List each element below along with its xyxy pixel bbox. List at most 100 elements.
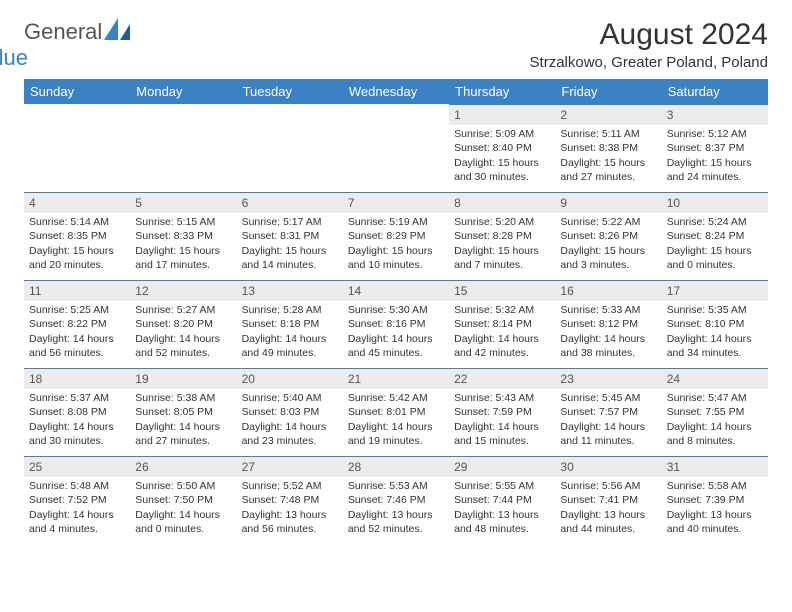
calendar-week: 18Sunrise: 5:37 AMSunset: 8:08 PMDayligh… (24, 368, 768, 456)
daylight-text: Daylight: 14 hours and 0 minutes. (135, 508, 231, 536)
daylight-text: Daylight: 15 hours and 10 minutes. (348, 244, 444, 272)
day-body: Sunrise: 5:17 AMSunset: 8:31 PMDaylight:… (237, 213, 343, 276)
sunset-text: Sunset: 7:57 PM (560, 405, 656, 419)
daylight-text: Daylight: 14 hours and 34 minutes. (667, 332, 763, 360)
day-number: 11 (24, 280, 130, 301)
day-number: 28 (343, 456, 449, 477)
sunrise-text: Sunrise: 5:42 AM (348, 391, 444, 405)
sunset-text: Sunset: 7:50 PM (135, 493, 231, 507)
day-body: Sunrise: 5:25 AMSunset: 8:22 PMDaylight:… (24, 301, 130, 364)
calendar-week: 11Sunrise: 5:25 AMSunset: 8:22 PMDayligh… (24, 280, 768, 368)
calendar-cell: 19Sunrise: 5:38 AMSunset: 8:05 PMDayligh… (130, 368, 236, 456)
sunset-text: Sunset: 8:37 PM (667, 141, 763, 155)
day-number: 29 (449, 456, 555, 477)
day-number: 27 (237, 456, 343, 477)
daylight-text: Daylight: 15 hours and 24 minutes. (667, 156, 763, 184)
calendar-table: Sunday Monday Tuesday Wednesday Thursday… (24, 79, 768, 544)
calendar-cell: 28Sunrise: 5:53 AMSunset: 7:46 PMDayligh… (343, 456, 449, 544)
day-body: Sunrise: 5:14 AMSunset: 8:35 PMDaylight:… (24, 213, 130, 276)
calendar-cell: 13Sunrise: 5:28 AMSunset: 8:18 PMDayligh… (237, 280, 343, 368)
calendar-cell: 29Sunrise: 5:55 AMSunset: 7:44 PMDayligh… (449, 456, 555, 544)
day-number: 25 (24, 456, 130, 477)
sunset-text: Sunset: 8:01 PM (348, 405, 444, 419)
day-body: Sunrise: 5:11 AMSunset: 8:38 PMDaylight:… (555, 125, 661, 188)
day-number: 10 (662, 192, 768, 213)
sunrise-text: Sunrise: 5:47 AM (667, 391, 763, 405)
sunrise-text: Sunrise: 5:30 AM (348, 303, 444, 317)
sunset-text: Sunset: 7:39 PM (667, 493, 763, 507)
sunset-text: Sunset: 7:41 PM (560, 493, 656, 507)
sunset-text: Sunset: 8:14 PM (454, 317, 550, 331)
sunrise-text: Sunrise: 5:12 AM (667, 127, 763, 141)
sunset-text: Sunset: 8:03 PM (242, 405, 338, 419)
day-number: 5 (130, 192, 236, 213)
calendar-cell: 21Sunrise: 5:42 AMSunset: 8:01 PMDayligh… (343, 368, 449, 456)
calendar-week: 4Sunrise: 5:14 AMSunset: 8:35 PMDaylight… (24, 192, 768, 280)
daylight-text: Daylight: 14 hours and 30 minutes. (29, 420, 125, 448)
day-body: Sunrise: 5:38 AMSunset: 8:05 PMDaylight:… (130, 389, 236, 452)
sunset-text: Sunset: 7:46 PM (348, 493, 444, 507)
day-number: 19 (130, 368, 236, 389)
logo-sail-icon (104, 18, 130, 45)
sunset-text: Sunset: 8:29 PM (348, 229, 444, 243)
calendar-cell: 17Sunrise: 5:35 AMSunset: 8:10 PMDayligh… (662, 280, 768, 368)
day-number: 13 (237, 280, 343, 301)
dayname-row: Sunday Monday Tuesday Wednesday Thursday… (24, 79, 768, 104)
calendar-cell (343, 104, 449, 192)
day-number: 1 (449, 104, 555, 125)
day-number: 2 (555, 104, 661, 125)
day-number: 17 (662, 280, 768, 301)
calendar-cell (237, 104, 343, 192)
day-number: 23 (555, 368, 661, 389)
day-number: 14 (343, 280, 449, 301)
sunrise-text: Sunrise: 5:19 AM (348, 215, 444, 229)
sunrise-text: Sunrise: 5:56 AM (560, 479, 656, 493)
day-number: 12 (130, 280, 236, 301)
daylight-text: Daylight: 15 hours and 20 minutes. (29, 244, 125, 272)
sunset-text: Sunset: 8:35 PM (29, 229, 125, 243)
dayname-sat: Saturday (662, 79, 768, 104)
calendar-cell: 30Sunrise: 5:56 AMSunset: 7:41 PMDayligh… (555, 456, 661, 544)
sunrise-text: Sunrise: 5:37 AM (29, 391, 125, 405)
daylight-text: Daylight: 14 hours and 4 minutes. (29, 508, 125, 536)
day-number: 31 (662, 456, 768, 477)
sunrise-text: Sunrise: 5:17 AM (242, 215, 338, 229)
sunset-text: Sunset: 8:28 PM (454, 229, 550, 243)
daylight-text: Daylight: 15 hours and 0 minutes. (667, 244, 763, 272)
daylight-text: Daylight: 15 hours and 17 minutes. (135, 244, 231, 272)
sunset-text: Sunset: 8:38 PM (560, 141, 656, 155)
day-number: 18 (24, 368, 130, 389)
calendar-cell: 31Sunrise: 5:58 AMSunset: 7:39 PMDayligh… (662, 456, 768, 544)
daylight-text: Daylight: 13 hours and 52 minutes. (348, 508, 444, 536)
sunset-text: Sunset: 8:20 PM (135, 317, 231, 331)
title-block: August 2024 Strzalkowo, Greater Poland, … (530, 18, 768, 71)
day-body: Sunrise: 5:37 AMSunset: 8:08 PMDaylight:… (24, 389, 130, 452)
calendar-cell: 14Sunrise: 5:30 AMSunset: 8:16 PMDayligh… (343, 280, 449, 368)
day-number: 7 (343, 192, 449, 213)
daylight-text: Daylight: 14 hours and 27 minutes. (135, 420, 231, 448)
day-body: Sunrise: 5:12 AMSunset: 8:37 PMDaylight:… (662, 125, 768, 188)
sunrise-text: Sunrise: 5:43 AM (454, 391, 550, 405)
sunset-text: Sunset: 8:33 PM (135, 229, 231, 243)
sunrise-text: Sunrise: 5:55 AM (454, 479, 550, 493)
sunset-text: Sunset: 7:48 PM (242, 493, 338, 507)
sunrise-text: Sunrise: 5:11 AM (560, 127, 656, 141)
day-body: Sunrise: 5:20 AMSunset: 8:28 PMDaylight:… (449, 213, 555, 276)
day-number: 8 (449, 192, 555, 213)
sunrise-text: Sunrise: 5:24 AM (667, 215, 763, 229)
sunset-text: Sunset: 7:59 PM (454, 405, 550, 419)
calendar-cell: 4Sunrise: 5:14 AMSunset: 8:35 PMDaylight… (24, 192, 130, 280)
calendar-cell: 26Sunrise: 5:50 AMSunset: 7:50 PMDayligh… (130, 456, 236, 544)
sunrise-text: Sunrise: 5:45 AM (560, 391, 656, 405)
sunset-text: Sunset: 7:55 PM (667, 405, 763, 419)
calendar-cell: 9Sunrise: 5:22 AMSunset: 8:26 PMDaylight… (555, 192, 661, 280)
sunset-text: Sunset: 8:18 PM (242, 317, 338, 331)
calendar-cell: 5Sunrise: 5:15 AMSunset: 8:33 PMDaylight… (130, 192, 236, 280)
sunrise-text: Sunrise: 5:20 AM (454, 215, 550, 229)
daylight-text: Daylight: 13 hours and 56 minutes. (242, 508, 338, 536)
daylight-text: Daylight: 14 hours and 45 minutes. (348, 332, 444, 360)
calendar-week: 1Sunrise: 5:09 AMSunset: 8:40 PMDaylight… (24, 104, 768, 192)
daylight-text: Daylight: 14 hours and 52 minutes. (135, 332, 231, 360)
day-body: Sunrise: 5:47 AMSunset: 7:55 PMDaylight:… (662, 389, 768, 452)
day-number: 20 (237, 368, 343, 389)
